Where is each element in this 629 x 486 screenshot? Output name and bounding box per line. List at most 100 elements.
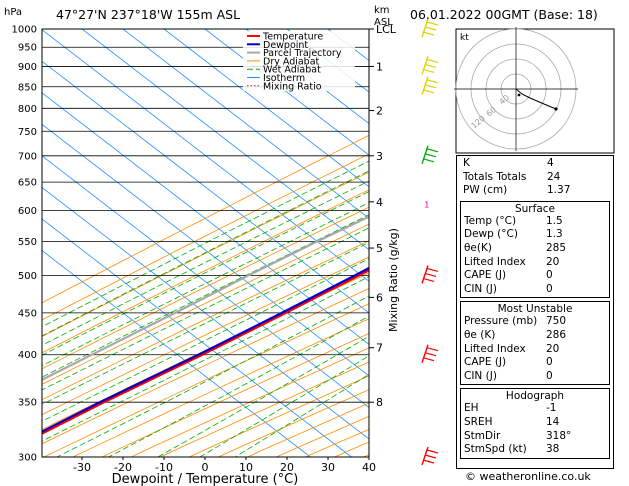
index-label: SREH [464, 415, 493, 428]
wind-barb-flag [426, 347, 439, 352]
x-axis-title: Dewpoint / Temperature (°C) [112, 472, 299, 486]
wet-adiabat-line [42, 214, 369, 378]
surface-title: Surface [514, 202, 555, 215]
pressure-tick-label: 950 [18, 43, 37, 54]
index-value: 1.37 [547, 184, 571, 197]
wind-barb-flag [424, 84, 437, 89]
wind-barbs [421, 18, 439, 466]
isotherm-line [42, 155, 369, 408]
wind-barb-flag [422, 31, 435, 36]
dry-adiabat-line [42, 223, 369, 385]
index-label: Lifted Index [464, 342, 526, 355]
legend-label: Temperature [262, 32, 323, 43]
dry-adiabat-line [72, 318, 369, 457]
hodograph-title: Hodograph [505, 390, 565, 403]
index-label: CAPE (J) [464, 356, 507, 369]
km-tick-label: 7 [376, 342, 383, 355]
storm-motion-dot [517, 93, 521, 97]
index-row: Lifted Index 20 [464, 343, 606, 357]
wet-adiabat-line [42, 241, 369, 405]
index-value: -1 [546, 402, 557, 415]
dry-adiabat-line [42, 288, 369, 445]
pressure-tick-label: 650 [18, 178, 37, 189]
isotherm-line [42, 218, 352, 457]
x-tick-label: 20 [280, 461, 294, 474]
location-label: 47°27'N 237°18'W 155m ASL [56, 7, 240, 22]
index-row: CAPE (J) 0 [464, 269, 606, 283]
x-tick-label: -10 [155, 461, 173, 474]
index-row: Lifted Index 20 [464, 256, 606, 270]
km-tick-label: 8 [376, 396, 383, 409]
index-label: Temp (°C) [464, 214, 517, 227]
pressure-tick-label: 600 [18, 206, 37, 217]
index-label: CIN (J) [464, 369, 497, 382]
index-label: θe(K) [464, 241, 492, 254]
dry-adiabat-line [101, 332, 369, 457]
pressure-tick-label: 750 [18, 127, 37, 138]
sounding-lines [42, 215, 369, 435]
isotherm-line [42, 123, 369, 377]
most-unstable-section: Most Unstable Pressure (mb) 750 θe (K) 286 L… [460, 301, 610, 386]
index-value: 0 [546, 269, 553, 282]
index-row: Totals Totals 24 [463, 171, 607, 185]
hpa-label: hPa [4, 7, 22, 18]
hodograph-trace [515, 88, 557, 110]
index-row: Temp (°C) 1.5 [464, 215, 606, 229]
most-unstable-title: Most Unstable [497, 303, 573, 316]
index-row: EH -1 [464, 402, 606, 416]
index-row: CAPE (J) 0 [464, 356, 606, 370]
index-label: EH [464, 402, 479, 415]
dry-adiabat-line [43, 303, 369, 457]
isotherm-line [204, 29, 369, 156]
wind-barb-flag [426, 58, 439, 64]
pressure-tick-label: 550 [18, 237, 37, 248]
hodograph-section: Hodograph EH -1 SREH 14 StmDir 318° StmSpd (kt… [460, 388, 610, 459]
wind-barb-flag [424, 272, 437, 277]
index-value: 14 [546, 415, 560, 428]
pressure-tick-label: 500 [18, 271, 37, 282]
wind-barb-flag [426, 21, 439, 26]
index-label: Dewp (°C) [464, 228, 518, 241]
index-value: 750 [546, 315, 567, 328]
index-row: StmDir 318° [464, 430, 606, 444]
index-value: 4 [547, 157, 554, 169]
index-row: PW (cm) 1.37 [463, 184, 607, 198]
index-label: StmSpd (kt) [464, 443, 527, 456]
index-value: 285 [546, 241, 567, 254]
wind-barb-flag [422, 277, 435, 282]
parcel-trajectory-line [42, 215, 369, 382]
index-value: 20 [546, 342, 560, 355]
hodograph-unit-label: kt [460, 33, 469, 43]
pressure-tick-label: 1000 [12, 25, 37, 36]
index-value: 318° [546, 429, 572, 442]
wet-adiabat-line [108, 315, 369, 457]
dry-adiabat-line [42, 206, 369, 370]
temperature-line [42, 268, 369, 435]
mixing-ratio-axis-title: Mixing Ratio (g/kg) [387, 228, 400, 332]
x-tick-label: 0 [202, 461, 209, 474]
legend-label: Parcel Trajectory [263, 48, 342, 59]
wind-barb-flag [422, 68, 435, 74]
index-label: CAPE (J) [464, 269, 507, 282]
x-tick-label: -20 [114, 461, 132, 474]
mixing-ratio-label: 1 [424, 201, 429, 210]
wind-barb-flag [424, 352, 437, 357]
wind-barb-flag [422, 89, 435, 94]
wet-adiabat-line [56, 295, 369, 457]
legend-label: Dry Adiabat [263, 56, 320, 67]
legend-label: Wet Adiabat [263, 65, 321, 76]
index-row: θe(K) 285 [464, 242, 606, 256]
index-label: Pressure (mb) [464, 315, 538, 328]
legend-label: Isotherm [263, 73, 305, 84]
isotherm-line [42, 250, 311, 457]
index-row: CIN (J) 0 [464, 370, 606, 384]
index-row: Dewp (°C) 1.3 [464, 228, 606, 242]
wind-barb-flag [422, 357, 435, 362]
wind-barb-flag [426, 79, 439, 84]
index-value: 1.3 [546, 228, 563, 241]
legend-label: Dewpoint [263, 40, 308, 51]
x-tick-label: 40 [362, 461, 376, 474]
